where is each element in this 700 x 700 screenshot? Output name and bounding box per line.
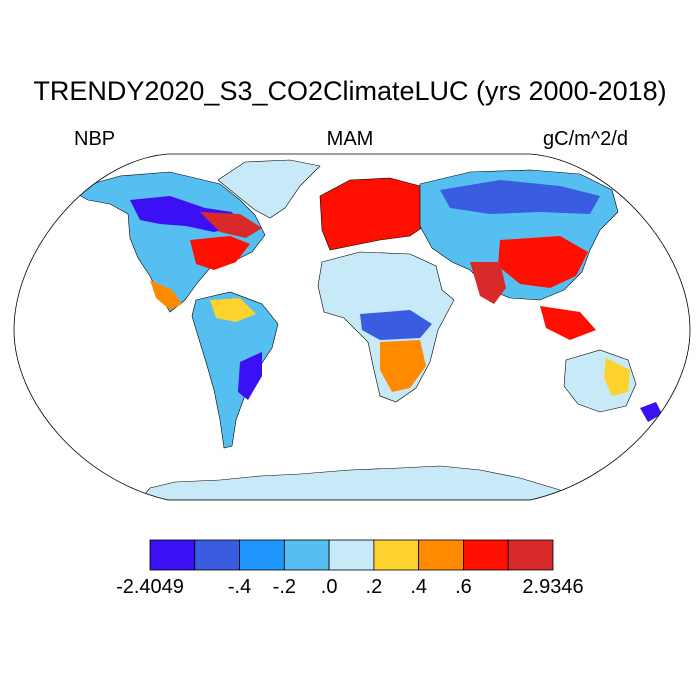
india: [470, 262, 506, 304]
colorbar-tick-label: .0: [320, 576, 338, 598]
europe: [319, 177, 441, 251]
colorbar-tick-label: .2: [365, 576, 383, 598]
colorbar-tick-label: -2.4049: [116, 576, 184, 598]
colorbar-tick-label: .4: [410, 576, 427, 598]
south-america: [191, 291, 279, 449]
colorbar-swatch: [507, 539, 554, 571]
colorbar-swatch: [149, 539, 196, 571]
units-label: gC/m^2/d: [543, 128, 628, 150]
australia-east: [604, 358, 630, 396]
colorbar-tick-label: -.2: [272, 576, 296, 598]
colorbar-swatch: [328, 539, 375, 571]
southeast-asia: [540, 306, 596, 340]
colorbar-swatch: [239, 539, 285, 571]
us-east: [190, 236, 250, 270]
colorbar-tick-label: 2.9346: [522, 576, 584, 598]
central-africa: [360, 310, 432, 340]
colorbar-swatch: [283, 539, 330, 571]
colorbar-tick-label: -.4: [227, 576, 252, 598]
east-asia: [498, 236, 588, 288]
antarctica: [139, 465, 581, 500]
variable-label: NBP: [74, 128, 116, 150]
mexico-red: [150, 280, 182, 310]
colorbar-swatch: [418, 539, 464, 571]
greenland: [217, 159, 321, 219]
patagonia-blue: [238, 352, 262, 400]
canada-east-red: [200, 212, 262, 238]
colorbar-swatch: [463, 539, 509, 571]
colorbar-swatch: [373, 539, 420, 571]
map-title: TRENDY2020_S3_CO2ClimateLUC (yrs 2000-20…: [33, 76, 667, 106]
north-america: [69, 171, 266, 313]
new-zealand: [640, 402, 662, 422]
siberia: [440, 180, 600, 214]
southern-africa: [380, 340, 426, 392]
season-label: MAM: [326, 128, 374, 150]
globe-outline: [13, 153, 691, 501]
colorbar-swatch: [194, 539, 240, 571]
colorbar-tick-label: .6: [455, 576, 472, 598]
south-america-yellow: [210, 298, 256, 322]
